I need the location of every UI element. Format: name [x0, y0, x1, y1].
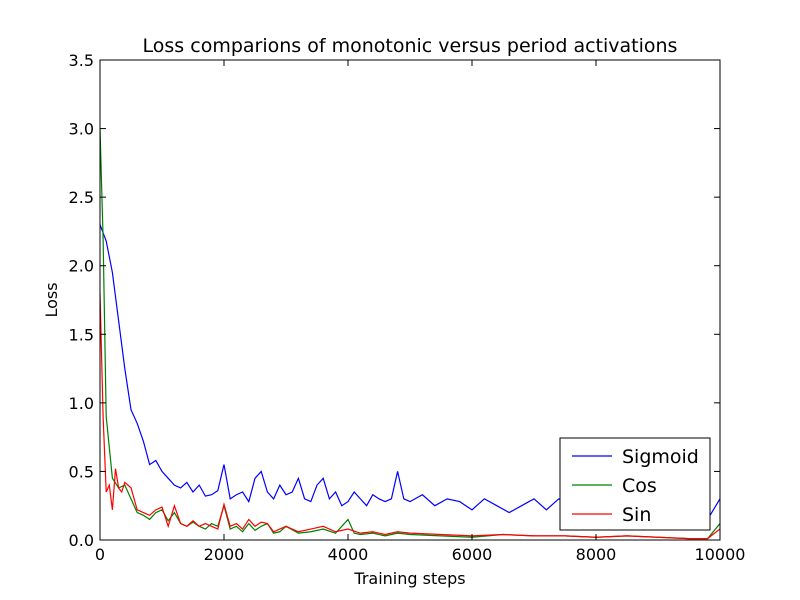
y-tick-label: 0.0 — [69, 531, 94, 550]
legend-label-cos: Cos — [622, 475, 657, 497]
series-line-sin — [100, 293, 720, 540]
y-tick-label: 0.5 — [69, 462, 94, 481]
x-axis-label: Training steps — [353, 569, 465, 588]
y-axis-label: Loss — [42, 282, 61, 317]
series-line-cos — [100, 128, 720, 540]
x-tick-label: 6000 — [452, 545, 493, 564]
y-tick-label: 3.0 — [69, 120, 94, 139]
x-tick-label: 10000 — [695, 545, 746, 564]
legend-label-sigmoid: Sigmoid — [622, 446, 699, 468]
chart-title: Loss comparions of monotonic versus peri… — [143, 35, 678, 57]
tick-layer: 0 2000 4000 6000 8000 10000 0.0 0.5 1.0 1.5 2.0 2.5… — [69, 51, 746, 564]
x-tick-label: 4000 — [328, 545, 369, 564]
plot-frame — [99, 59, 721, 541]
x-tick-label: 2000 — [204, 545, 245, 564]
y-tick-label: 3.5 — [69, 51, 94, 70]
legend-label-sin: Sin — [622, 504, 651, 526]
y-tick-label: 1.5 — [69, 325, 94, 344]
y-tick-label: 2.0 — [69, 257, 94, 276]
legend-box — [559, 437, 711, 531]
x-tick-label: 0 — [95, 545, 105, 564]
y-tick-label: 2.5 — [69, 188, 94, 207]
x-tick-label: 8000 — [576, 545, 617, 564]
legend: Sigmoid Cos Sin — [559, 437, 711, 531]
y-tick-label: 1.0 — [69, 394, 94, 413]
